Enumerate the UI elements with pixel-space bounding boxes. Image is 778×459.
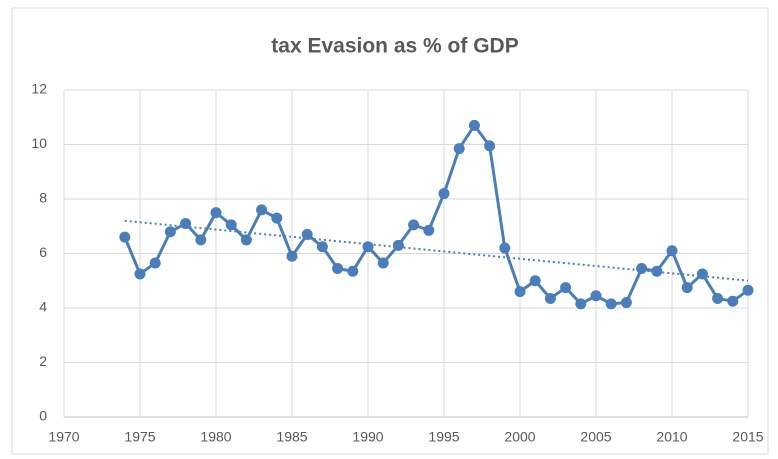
x-tick-label: 2000 xyxy=(504,429,535,445)
data-point xyxy=(742,284,754,296)
data-point xyxy=(119,231,131,243)
data-point xyxy=(210,207,222,219)
data-point xyxy=(408,219,420,231)
x-tick-label: 1985 xyxy=(276,429,307,445)
data-point xyxy=(529,275,541,287)
data-point xyxy=(468,119,480,131)
data-point xyxy=(240,234,252,246)
data-point xyxy=(544,292,556,304)
data-point xyxy=(164,226,176,238)
x-tick-label: 1990 xyxy=(352,429,383,445)
data-point xyxy=(484,140,496,152)
chart-title: tax Evasion as % of GDP xyxy=(271,35,518,58)
data-point xyxy=(392,239,404,251)
x-tick-label: 2010 xyxy=(656,429,687,445)
data-point xyxy=(225,219,237,231)
x-tick-label: 2015 xyxy=(732,429,763,445)
data-point xyxy=(362,241,374,253)
data-point xyxy=(332,262,344,274)
data-point xyxy=(681,282,693,294)
x-tick-label: 1980 xyxy=(200,429,231,445)
data-point xyxy=(620,297,632,309)
data-point xyxy=(666,245,678,257)
data-point xyxy=(453,143,465,155)
x-tick-label: 2005 xyxy=(580,429,611,445)
data-point xyxy=(286,250,298,262)
x-tick-label: 1970 xyxy=(48,429,79,445)
y-tick-label: 8 xyxy=(39,190,47,206)
data-point xyxy=(301,228,313,240)
data-point xyxy=(514,286,526,298)
data-point xyxy=(438,188,450,200)
data-point xyxy=(195,234,207,246)
x-tick-label: 1975 xyxy=(124,429,155,445)
data-point xyxy=(696,268,708,280)
y-tick-label: 6 xyxy=(39,244,47,260)
data-point xyxy=(712,292,724,304)
data-point xyxy=(575,298,587,310)
data-point xyxy=(256,204,268,216)
chart-frame xyxy=(11,7,769,455)
data-point xyxy=(727,295,739,307)
y-tick-label: 2 xyxy=(39,353,47,369)
data-point xyxy=(636,262,648,274)
y-tick-label: 10 xyxy=(31,135,47,151)
data-point xyxy=(605,298,617,310)
x-tick-label: 1995 xyxy=(428,429,459,445)
data-point xyxy=(423,224,435,236)
data-point xyxy=(180,218,192,230)
data-point xyxy=(134,268,146,280)
y-tick-label: 0 xyxy=(39,408,47,424)
data-point xyxy=(377,257,389,269)
data-point xyxy=(499,242,511,254)
y-tick-label: 12 xyxy=(31,81,47,97)
data-point xyxy=(560,282,572,294)
y-tick-label: 4 xyxy=(39,299,47,315)
data-point xyxy=(347,265,359,277)
data-point xyxy=(590,290,602,302)
data-point xyxy=(651,265,663,277)
data-point xyxy=(149,257,161,269)
data-point xyxy=(271,212,283,224)
data-point xyxy=(316,241,328,253)
